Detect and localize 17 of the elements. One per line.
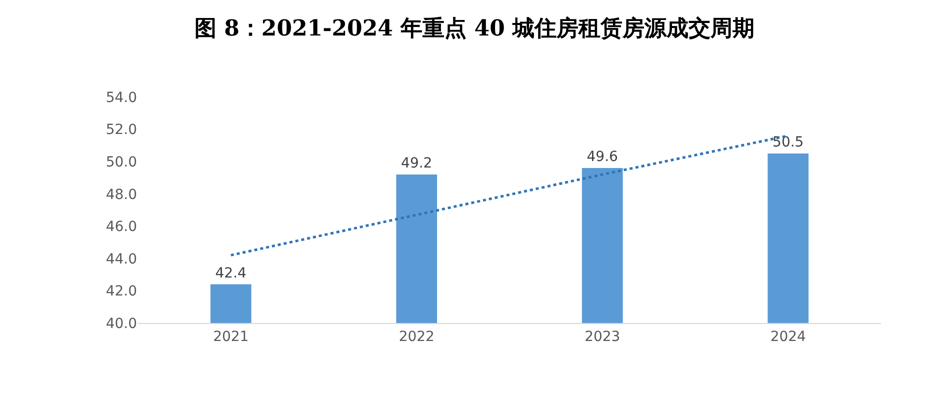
x-tick-label: 2024 [770, 328, 806, 345]
y-tick-label: 48.0 [106, 186, 137, 203]
chart-title: 图 8：2021-2024 年重点 40 城住房租赁房源成交周期 [194, 15, 755, 42]
data-label: 49.6 [586, 149, 618, 166]
data-label: 42.4 [215, 265, 247, 282]
y-tick-label: 54.0 [106, 90, 137, 106]
y-tick-label: 44.0 [106, 251, 137, 268]
data-label: 50.5 [772, 134, 804, 150]
y-tick-label: 42.0 [106, 284, 137, 300]
y-tick-label: 40.0 [106, 316, 137, 332]
x-tick-label: 2022 [398, 328, 434, 345]
x-tick-label: 2021 [213, 328, 249, 345]
y-tick-label: 52.0 [106, 122, 137, 138]
data-label: 49.2 [401, 155, 432, 172]
y-tick-label: 50.0 [106, 154, 137, 170]
y-tick-label: 46.0 [106, 219, 137, 236]
x-tick-label: 2023 [584, 328, 620, 345]
